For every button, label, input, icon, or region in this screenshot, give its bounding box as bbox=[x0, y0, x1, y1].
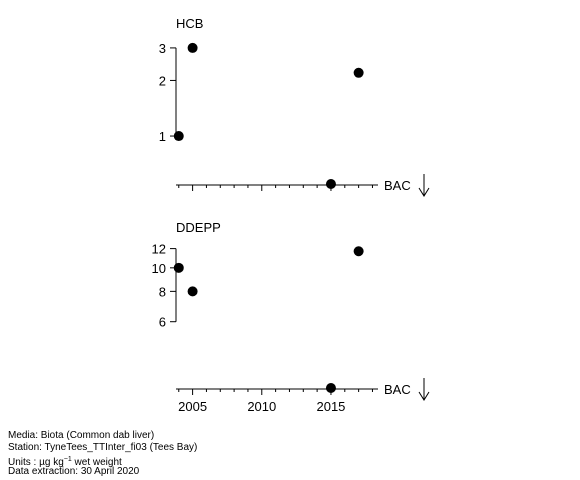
footer-station: Station: TyneTees_TTInter_fi03 (Tees Bay… bbox=[8, 442, 198, 453]
data-point bbox=[353, 246, 364, 257]
footer-media: Media: Biota (Common dab liver) bbox=[8, 430, 155, 441]
y-tick-label: 3 bbox=[159, 41, 166, 56]
data-point bbox=[325, 383, 336, 393]
units-exponent: −1 bbox=[63, 456, 72, 463]
units-suffix: wet weight bbox=[71, 457, 122, 468]
y-tick-label: 10 bbox=[152, 261, 166, 276]
y-tick-label: 8 bbox=[159, 284, 166, 299]
y-tick-label: 12 bbox=[152, 242, 166, 257]
panel-title: HCB bbox=[176, 16, 203, 31]
data-point bbox=[173, 262, 184, 273]
units-mu: µg kg bbox=[39, 457, 64, 468]
x-tick-label: 2010 bbox=[247, 399, 276, 414]
footer-extraction: Data extraction: 30 April 2020 bbox=[8, 466, 140, 477]
bac-label: BAC bbox=[384, 382, 411, 397]
down-arrow-icon bbox=[418, 174, 430, 197]
bac-label: BAC bbox=[384, 178, 411, 193]
hcb-panel: HCB 1 2 3 BAC bbox=[159, 16, 430, 197]
units-prefix: Units : bbox=[8, 457, 40, 468]
footer-units: Units : µg kg−1 wet weight bbox=[8, 454, 122, 469]
panel-title: DDEPP bbox=[176, 220, 221, 235]
x-tick-label: 2005 bbox=[178, 399, 207, 414]
x-tick-label: 2015 bbox=[316, 399, 345, 414]
y-tick-label: 2 bbox=[159, 73, 166, 88]
data-point bbox=[187, 42, 198, 53]
y-tick-label: 6 bbox=[159, 315, 166, 330]
ddepp-panel: DDEPP 6 8 10 12 2005 2010 2015 BAC bbox=[152, 220, 430, 414]
data-point bbox=[353, 67, 364, 78]
data-point bbox=[187, 286, 198, 297]
data-point bbox=[325, 179, 336, 189]
data-point bbox=[173, 131, 184, 142]
down-arrow-icon bbox=[418, 378, 430, 401]
y-tick-label: 1 bbox=[159, 129, 166, 144]
